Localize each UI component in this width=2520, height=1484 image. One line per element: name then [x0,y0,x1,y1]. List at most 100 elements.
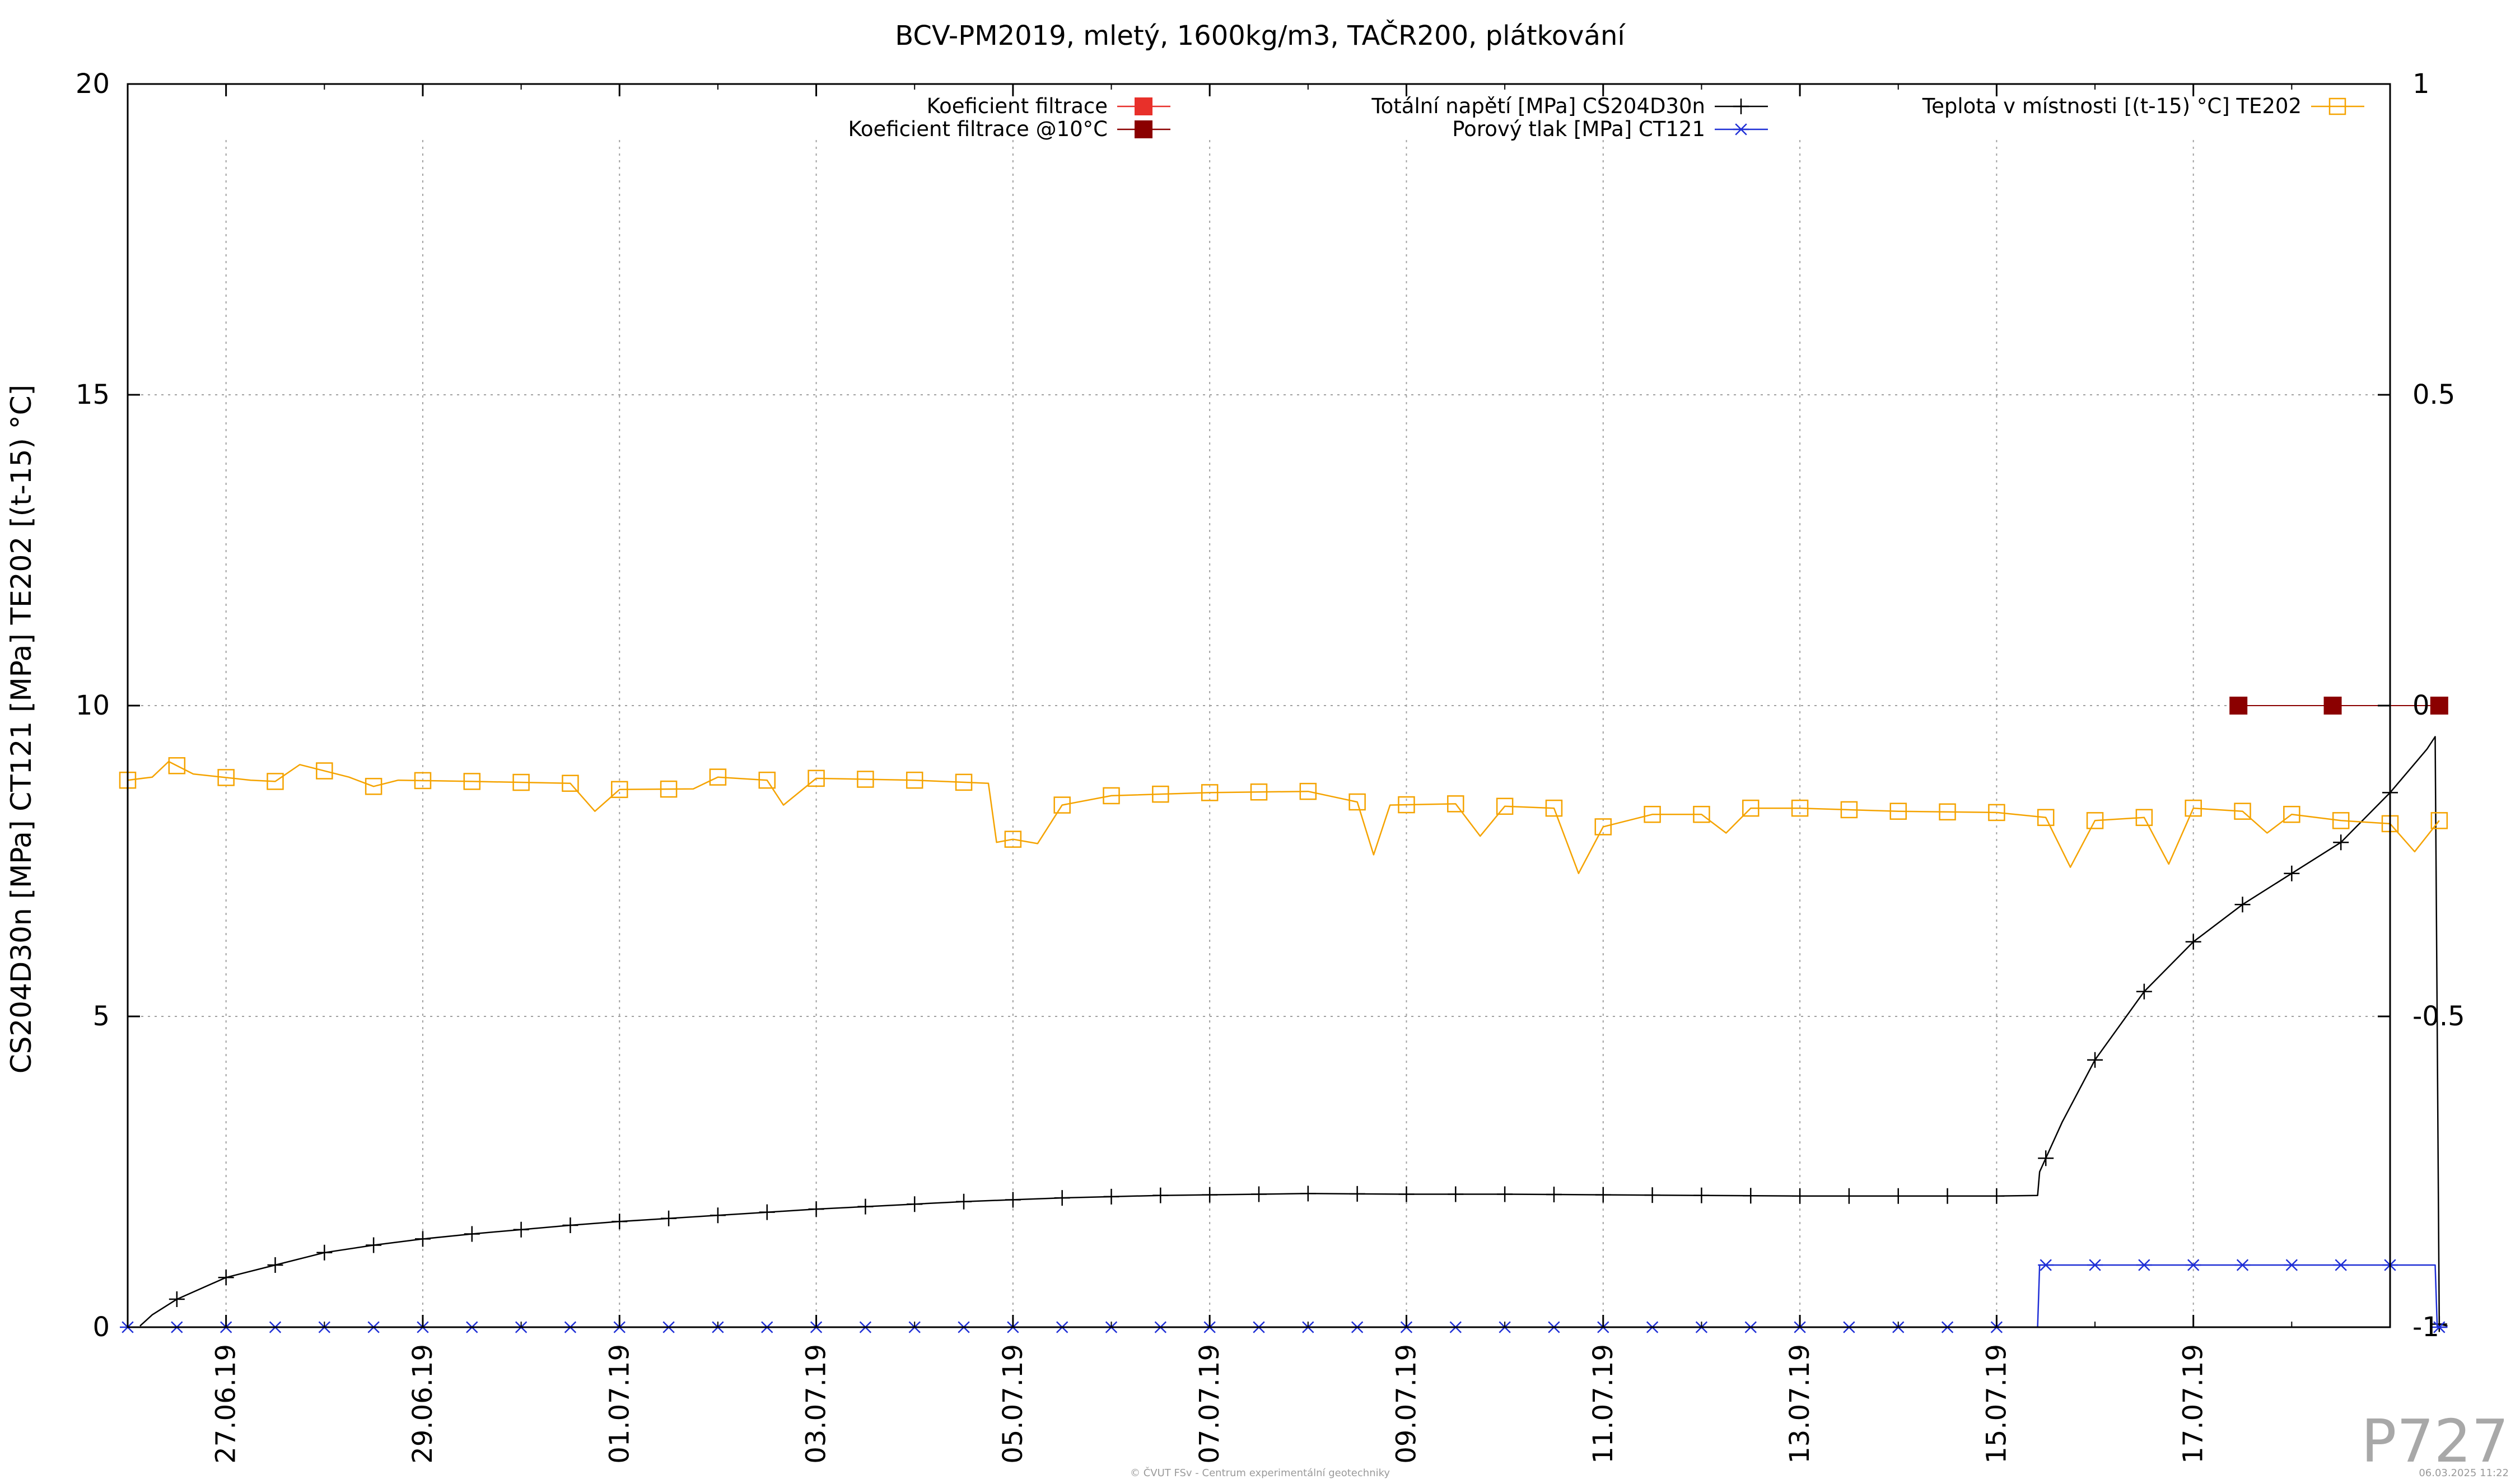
data-point [267,1257,283,1273]
x-tick-label: 17.07.19 [2178,1344,2209,1464]
data-point [562,1217,578,1233]
data-point [168,757,186,774]
legend-marker-1 [1135,120,1152,138]
data-point [857,771,874,788]
y-tick-label: 5 [92,1001,110,1032]
data-point [1497,1186,1513,1202]
data-point [2284,1259,2300,1271]
data-point [2430,697,2448,715]
data-point [1693,806,1710,823]
y2-tick-label: 0.5 [2412,379,2455,410]
data-point [2234,1259,2251,1271]
data-point [218,1270,234,1286]
data-point [1103,787,1120,805]
data-point [1988,804,2005,822]
data-point [2323,697,2342,715]
data-point [2185,934,2201,950]
data-point [1250,783,1268,801]
x-tick-label: 11.07.19 [1588,1344,1619,1464]
data-point [2431,1321,2447,1333]
x-tick-label: 05.07.19 [997,1344,1029,1464]
data-point [1299,782,1317,800]
y-tick-label: 20 [76,68,110,100]
data-point [2185,799,2202,817]
y2-tick-label: -0.5 [2412,1001,2465,1032]
data-point [1939,1188,1956,1204]
data-point [661,1210,677,1226]
data-point [660,780,678,798]
data-point [1152,1187,1169,1203]
data-point [1349,1186,1365,1202]
chart-title: BCV-PM2019, mletý, 1600kg/m3, TAČR200, p… [895,20,1626,52]
data-point [1742,799,1760,817]
data-point [2038,1259,2054,1271]
data-point [1889,802,1907,820]
data-point [464,1226,480,1242]
data-point [2431,1316,2447,1332]
x-tick-label: 07.07.19 [1194,1344,1225,1464]
data-point [2332,812,2350,829]
data-point [2234,802,2251,820]
data-point [1989,1188,2005,1204]
data-point [1841,1188,1857,1204]
data-point [463,773,481,790]
data-point [759,1204,775,1220]
data-point [365,778,382,795]
axes-layer: 0 5 10 15 20 -1 -0.5 0 0.5 1 27.06.19 29.06.19 01.07… [76,68,2465,1464]
y2-tick-label: -1 [2412,1312,2439,1343]
footer-credit: © ČVUT FSv - Centrum experimentální geot… [1130,1467,1390,1479]
data-point [2087,1052,2103,1068]
data-point [2430,812,2448,829]
legend-marker-4 [2328,97,2346,115]
data-point [1201,784,1219,801]
legend-label-koeficient-filtrace-10c: Koeficient filtrace @10°C [848,117,1108,141]
data-point [1743,1188,1759,1204]
data-point [2086,812,2104,829]
x-tick-label: 27.06.19 [211,1344,242,1464]
data-point [1595,1187,1611,1203]
y-tick-label: 10 [76,690,110,721]
data-point [1398,796,1415,814]
data-point [1054,1190,1070,1206]
data-point [808,769,825,787]
data-point [267,773,284,790]
data-point [2136,1259,2152,1271]
data-point [1840,801,1858,819]
data-point [1251,1186,1267,1202]
data-point [2185,1259,2201,1271]
data-point [710,1207,726,1224]
legend-label-teplota: Teplota v místnosti [(t-15) °C] TE202 [1922,94,2302,118]
footer-timestamp: 06.03.2025 11:22 [2419,1467,2509,1479]
y2-tick-label: 1 [2412,68,2430,100]
data-point [316,1244,333,1261]
data-point [1202,1187,1218,1203]
legend-marker-0 [1135,97,1152,115]
data-point [1053,796,1071,814]
data-point [956,1193,972,1210]
data-point [2136,983,2152,1000]
data-point [2234,897,2251,913]
x-tick-label: 03.07.19 [801,1344,832,1464]
data-point [1005,1192,1021,1208]
data-point [2283,806,2300,823]
data-point [1644,1187,1660,1203]
data-point [907,1196,923,1212]
data-point [709,768,727,786]
data-point [414,772,432,790]
series-2 [139,736,2448,1332]
data-point [906,771,923,789]
data-point [1693,1187,1710,1203]
legend-label-koeficient-filtrace: Koeficient filtrace [927,94,1108,118]
data-point [2333,1259,2349,1271]
data-point [1939,803,1956,821]
data-point [2333,834,2349,851]
data-point [562,774,579,792]
data-point [1398,1186,1415,1202]
legend-marker-2 [1733,99,1749,114]
data-point [2229,697,2248,715]
data-point [955,773,973,791]
data-point [1890,1188,1906,1204]
data-point [366,1237,382,1253]
